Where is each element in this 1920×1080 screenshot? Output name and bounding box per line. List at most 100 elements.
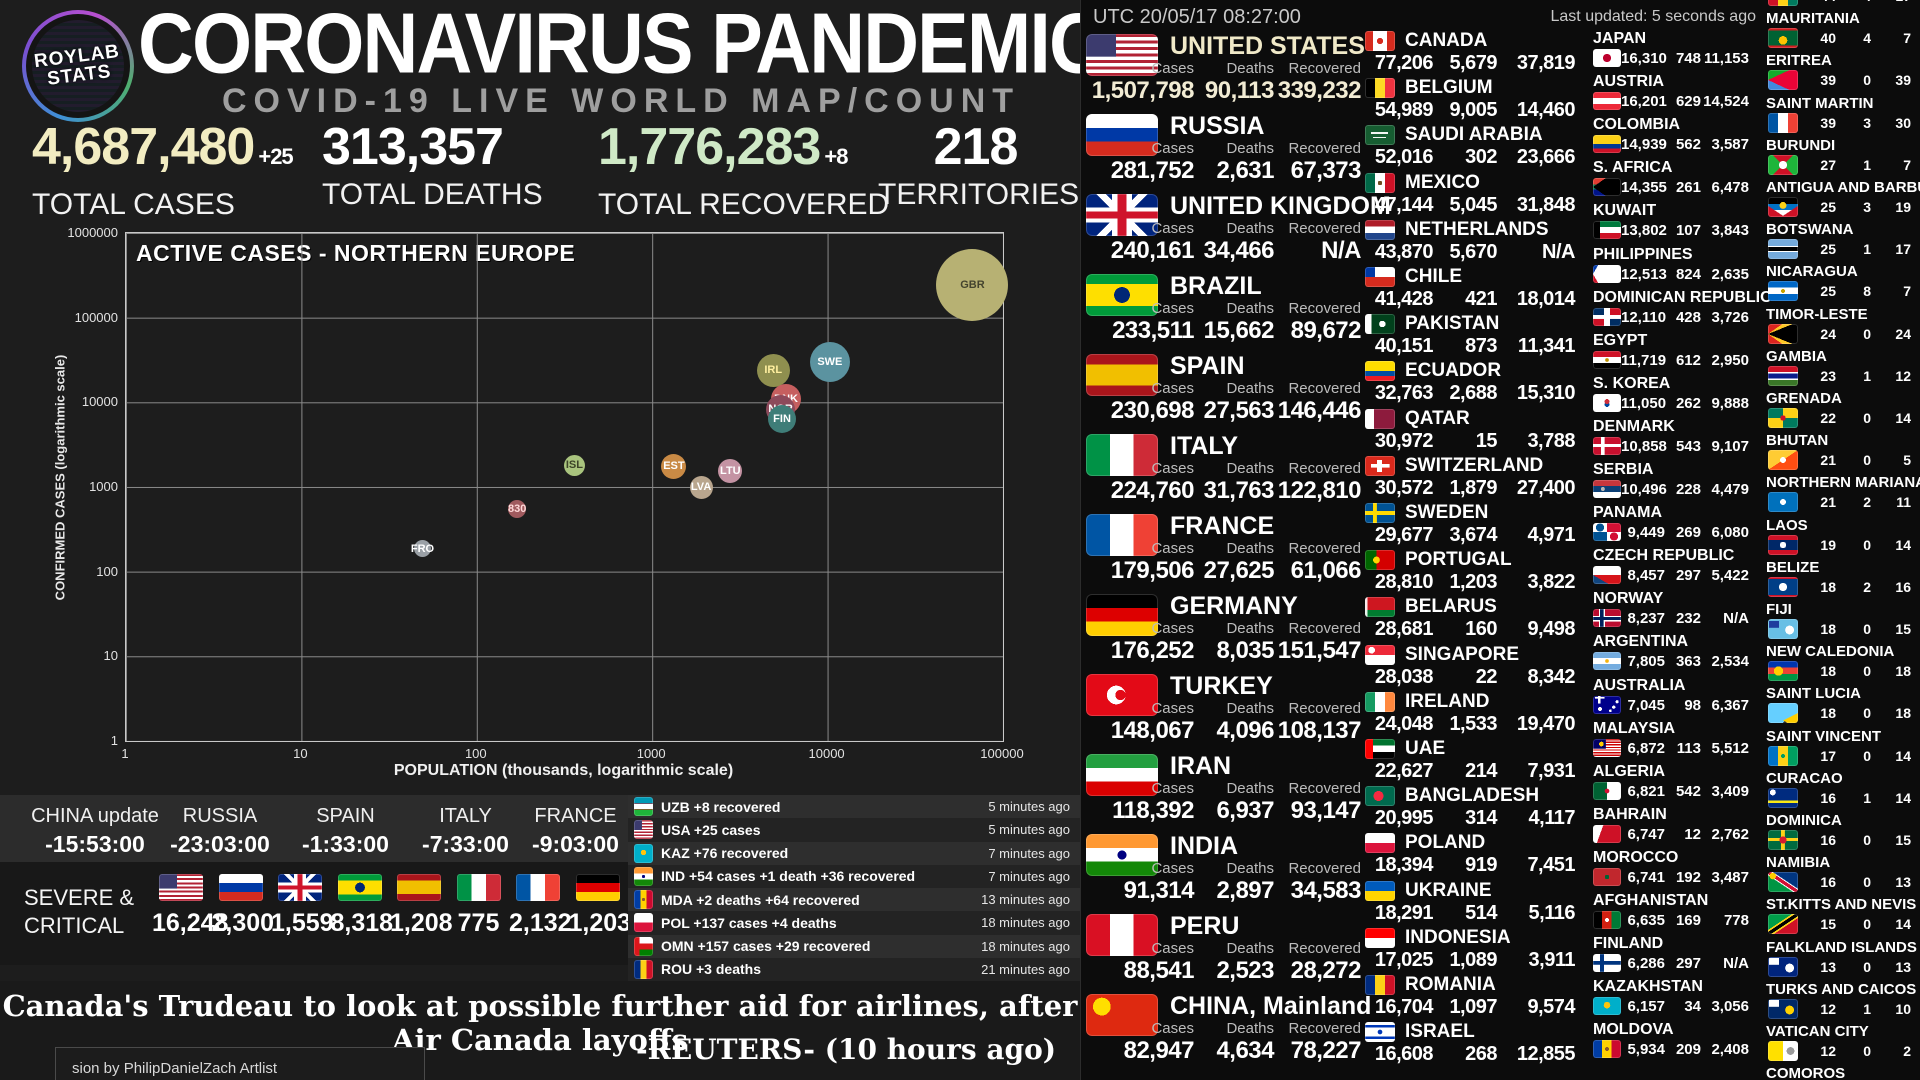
deaths-value: 8,035 [1216, 637, 1274, 664]
cases-value: 11,050 [1621, 394, 1667, 412]
country-name: TURKS AND CAICOS [1766, 980, 1917, 998]
country-row-chile: CHILE 41,428 421 18,014 [1363, 266, 1576, 313]
total-stat-total-deaths: 313,357 TOTAL DEATHS [322, 120, 577, 212]
recovered-value: 12,855 [1516, 1043, 1576, 1066]
severe-count: 2,132 [509, 909, 572, 937]
sg-flag [1365, 644, 1395, 665]
cases-value: 22,627 [1374, 760, 1434, 782]
severe-item-ru: 2,300 [212, 874, 274, 938]
deaths-value: 34,466 [1203, 237, 1275, 264]
country-row-belgium: BELGIUM 54,989 9,005 14,460 [1363, 77, 1576, 124]
country-values: 240,161 34,466 N/A [1086, 237, 1362, 265]
country-row-curacao: CURACAO 16 1 14 [1766, 770, 1916, 812]
country-values: 16,704 1,097 9,574 [1363, 996, 1576, 1019]
cases-value: 7,045 [1627, 696, 1665, 714]
country-row-united-states: UNITED STATES Cases Deaths Recovered 1,507,7… [1086, 32, 1365, 111]
recovered-value: 3,788 [1527, 429, 1575, 452]
country-row-comoros: COMOROS [1766, 1065, 1916, 1080]
deaths-value: 363 [1675, 653, 1701, 671]
ec-flag [1365, 361, 1395, 382]
y-axis-tick: 1000 [89, 479, 118, 494]
nl-flag [1365, 219, 1395, 240]
recovered-value: 9,107 [1711, 437, 1749, 455]
severe-count: 1,208 [390, 909, 453, 937]
country-values: 16 1 14 [1798, 790, 1911, 806]
country-values: 18 0 18 [1798, 705, 1911, 721]
country-row-denmark: DENMARK 10,858 543 9,107 [1593, 418, 1749, 461]
deaths-value: 2 [1863, 578, 1871, 595]
country-row-laos: LAOS 19 0 14 [1766, 517, 1916, 559]
deaths-header: Deaths [1226, 940, 1274, 957]
deaths-value: 2,688 [1449, 382, 1497, 405]
country-name: GAMBIA [1766, 347, 1827, 365]
deaths-value: 4,634 [1216, 1037, 1274, 1064]
total-stat-total-cases: 4,687,480 +25 TOTAL CASES [32, 120, 322, 222]
bt-flag [1768, 450, 1798, 471]
recovered-value: 67,373 [1290, 157, 1362, 184]
country-row-namibia: NAMIBIA 16 0 13 [1766, 854, 1916, 896]
country-row-pakistan: PAKISTAN 40,151 873 11,341 [1363, 313, 1576, 360]
recovered-value: 27,400 [1516, 476, 1576, 499]
cases-value: 52,016 [1374, 146, 1434, 169]
country-values: 16 0 15 [1798, 832, 1911, 848]
country-values: 41,428 421 18,014 [1363, 288, 1576, 311]
recovered-value: 18 [1895, 705, 1911, 722]
country-row-turkey: TURKEY Cases Deaths Recovered 148,067 4,096 10… [1086, 672, 1362, 751]
cases-value: 39 [1820, 114, 1836, 131]
country-values: 10,496 228 4,479 [1621, 481, 1749, 498]
deaths-value: 2,897 [1216, 877, 1274, 904]
deaths-value: 542 [1675, 782, 1701, 800]
deaths-header: Deaths [1226, 220, 1274, 237]
stat-label: TOTAL CASES [32, 188, 235, 221]
cases-value: 40 [1820, 30, 1836, 47]
country-name: POLAND [1405, 832, 1486, 854]
y-axis-tick: 10000 [81, 394, 118, 410]
data-point-FRO: FRO [411, 540, 434, 558]
ticker-time: 18 minutes ago [981, 915, 1070, 931]
cases-value: 18 [1820, 663, 1836, 680]
country-name: INDIA [1170, 832, 1239, 860]
recovered-value: 17 [1895, 241, 1911, 258]
gd-flag [1768, 408, 1798, 428]
deaths-header: Deaths [1226, 860, 1274, 877]
om-flag [634, 936, 653, 956]
country-name: SERBIA [1593, 461, 1654, 478]
country-row-dominica: DOMINICA 16 0 15 [1766, 812, 1916, 854]
update-offset: -23:03:00 [170, 831, 270, 857]
fj-flag [1768, 619, 1798, 639]
country-values: 88,541 2,523 28,272 [1086, 957, 1362, 985]
country-values: 14,355 261 6,478 [1621, 179, 1749, 196]
update-france: FRANCE -9:03:00 [518, 805, 633, 858]
country-name: QATAR [1405, 407, 1470, 429]
kr-flag [1593, 393, 1621, 412]
country-name: NAMIBIA [1766, 854, 1831, 872]
deaths-value: 0 [1863, 747, 1871, 764]
country-name: GRENADA [1766, 390, 1842, 407]
country-row-malaysia: MALAYSIA 6,872 113 5,512 [1593, 720, 1749, 763]
deaths-value: 1 [1863, 789, 1871, 806]
country-row-brazil: BRAZIL Cases Deaths Recovered 233,511 15,662 8… [1086, 272, 1362, 351]
country-name: ECUADOR [1405, 360, 1502, 382]
country-values: 18,394 919 7,451 [1363, 854, 1576, 877]
attribution-text: sion by PhilipDanielZach Artlist [72, 1060, 278, 1077]
country-values: 28,038 22 8,342 [1363, 666, 1576, 689]
ticker-row: USA +25 cases 5 minutes ago [628, 818, 1080, 842]
do-flag [1593, 307, 1621, 326]
deaths-value: 1 [1863, 367, 1871, 384]
cases-value: 12,110 [1621, 308, 1667, 326]
deaths-value: 0 [1863, 452, 1871, 469]
cases-value: 10,496 [1621, 481, 1667, 498]
recovered-value: 9,574 [1527, 996, 1575, 1018]
cases-value: 39 [1820, 72, 1836, 89]
cases-value: 16 [1820, 874, 1836, 891]
country-values: 54,989 9,005 14,460 [1363, 99, 1576, 122]
country-name: ARGENTINA [1593, 633, 1689, 651]
country-values: 22 0 14 [1798, 410, 1911, 426]
data-point-LTU: LTU [718, 459, 743, 484]
deaths-value: 0 [1863, 1043, 1871, 1059]
deaths-value: 1,203 [1449, 571, 1497, 594]
country-name: DOMINICA [1766, 812, 1842, 829]
va-flag [1768, 1041, 1798, 1061]
country-values: 23 1 12 [1798, 368, 1911, 384]
news-headline: Canada's Trudeau to look at possible fur… [2, 989, 1078, 1057]
